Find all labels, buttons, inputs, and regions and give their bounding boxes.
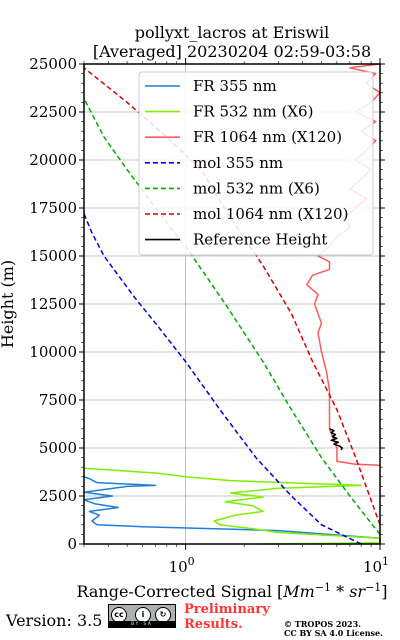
legend-label-fr-355-nm: FR 355 nm: [193, 77, 277, 95]
cc-badge-text: BY SA: [109, 621, 175, 627]
legend-box: [138, 71, 374, 256]
series-line-mol-532-nm-x6: [83, 98, 381, 535]
copyright-notice: © TROPOS 2023. CC BY SA 4.0 License.: [284, 620, 383, 638]
y-tick-label: 25000: [29, 55, 77, 73]
y-tick-label: 15000: [29, 247, 77, 265]
copyright-line-2: CC BY SA 4.0 License.: [284, 628, 383, 638]
preliminary-line-1: Preliminary: [184, 602, 270, 617]
y-tick-label: 5000: [39, 439, 77, 457]
y-tick-label: 12500: [29, 295, 77, 313]
copyright-line-1: © TROPOS 2023.: [284, 619, 361, 629]
legend-label-mol-532-nm-x6: mol 532 nm (X6): [193, 179, 320, 197]
y-tick-label: 20000: [29, 151, 77, 169]
preliminary-line-2: Results.: [184, 617, 243, 632]
legend-label-fr-532-nm-x6: FR 532 nm (X6): [193, 103, 313, 121]
y-tick-label: 10000: [29, 343, 77, 361]
series-line-mol-355-nm: [83, 213, 362, 545]
chart-title: pollyxt_lacros at Eriswil: [135, 23, 329, 42]
legend-label-reference-height: Reference Height: [193, 231, 327, 249]
x-tick-label: 100: [169, 555, 195, 576]
chart-subtitle: [Averaged] 20230204 02:59-03:58: [93, 42, 371, 61]
y-axis-label: Height (m): [0, 260, 17, 348]
y-tick-label: 2500: [39, 487, 77, 505]
x-axis-label: Range-Corrected Signal [Mm−1 * sr−1]: [76, 581, 387, 601]
legend: FR 355 nm FR 532 nm (X6) FR 1064 nm (X120)…: [138, 71, 374, 256]
y-tick-label: 17500: [29, 199, 77, 217]
legend-label-mol-355-nm: mol 355 nm: [193, 154, 283, 172]
series-line-fr-532-nm-x6: [83, 467, 381, 545]
creative-commons-badge: cc i ↻ BY SA: [108, 604, 176, 628]
legend-label-fr-1064-nm-x120: FR 1064 nm (X120): [193, 128, 342, 146]
x-tick-label: 101: [363, 555, 389, 576]
series-line-reference-height: [329, 428, 344, 451]
version-label: Version: 3.5: [6, 611, 103, 630]
series-line-fr-355-nm: [83, 476, 381, 545]
preliminary-notice: Preliminary Results.: [184, 602, 270, 632]
plot-frame: [83, 63, 381, 545]
y-tick-label: 0: [67, 535, 77, 553]
y-tick-label: 7500: [39, 391, 77, 409]
legend-label-mol-1064-nm-x120: mol 1064 nm (X120): [193, 205, 348, 223]
y-tick-label: 22500: [29, 103, 77, 121]
